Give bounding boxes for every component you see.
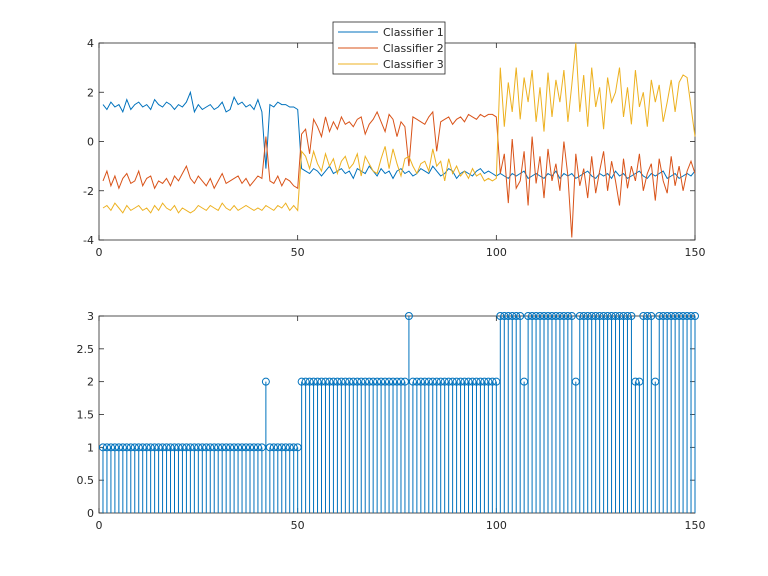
stem-chart-x-tick-label: 0	[96, 519, 103, 532]
stem-chart-y-tick-label: 0.5	[77, 474, 95, 487]
line-chart-axes-box	[98, 42, 696, 241]
stem-marker	[627, 312, 636, 320]
stem-marker	[261, 377, 270, 386]
line-chart-x-tick-label: 50	[291, 246, 305, 259]
line-chart-y-tick-label: 2	[87, 86, 94, 99]
stem-marker	[647, 312, 656, 320]
line-chart-x-tick-label: 150	[685, 246, 706, 259]
legend-label-classifier-3: Classifier 3	[383, 58, 444, 71]
stem-marker	[404, 312, 413, 320]
line-chart-y-tick-label: -4	[83, 234, 94, 247]
line-chart-panel: 0 50 100 150 -4 -2 0 2 4 Classifier 1 Classifier 2…	[83, 21, 706, 259]
series-line-classifier-3	[102, 42, 696, 214]
stem-chart-x-tick-label: 100	[486, 519, 507, 532]
stem-marker	[567, 312, 576, 320]
line-chart-x-tick-label: 100	[486, 246, 507, 259]
stem-marker	[691, 312, 699, 320]
stem-chart-y-tick-label: 1	[87, 441, 94, 454]
stem-chart-y-tick-label: 2	[87, 376, 94, 389]
stem-series	[98, 312, 699, 513]
stem-chart-y-tick-label: 2.5	[77, 343, 95, 356]
line-chart-y-tick-label: -2	[83, 185, 94, 198]
stem-chart-y-tick-label: 3	[87, 310, 94, 323]
stem-chart-y-tick-label: 0	[87, 507, 94, 520]
legend-label-classifier-2: Classifier 2	[383, 42, 444, 55]
line-chart-y-tick-label: 4	[87, 37, 94, 50]
line-chart-y-tick-label: 0	[87, 136, 94, 149]
stem-chart-y-tick-label: 1.5	[77, 409, 95, 422]
legend: Classifier 1 Classifier 2 Classifier 3	[332, 21, 446, 75]
legend-label-classifier-1: Classifier 1	[383, 26, 444, 39]
series-line-classifier-2	[102, 110, 696, 238]
stem-chart-panel: 0 50 100 150 0 0.5 1 1.5 2 2.5 3	[77, 310, 706, 532]
stem-chart-x-tick-label: 150	[685, 519, 706, 532]
stem-marker	[516, 312, 525, 320]
stem-chart-x-tick-label: 50	[291, 519, 305, 532]
line-chart-x-tick-label: 0	[96, 246, 103, 259]
